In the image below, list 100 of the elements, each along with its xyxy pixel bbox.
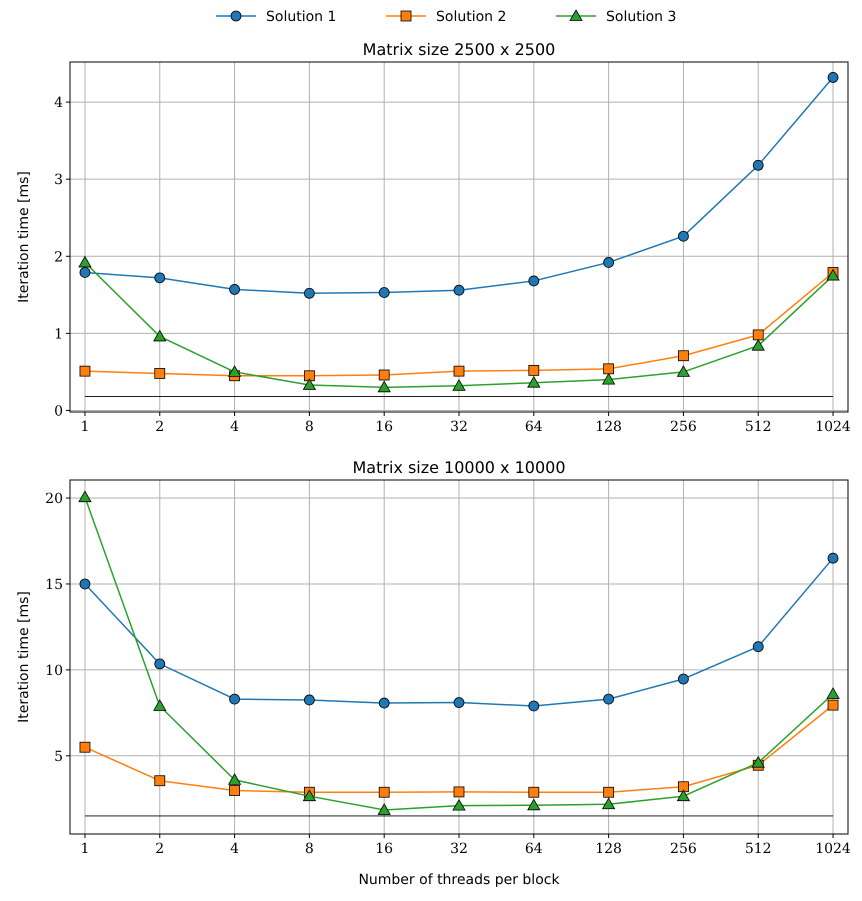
point bbox=[153, 330, 166, 342]
point bbox=[678, 674, 689, 684]
x-tick-label: 1 bbox=[80, 419, 90, 435]
x-axis-title: Number of threads per block bbox=[358, 872, 560, 888]
point bbox=[154, 272, 166, 284]
x-tick-label: 256 bbox=[670, 419, 697, 435]
x-tick-label: 4 bbox=[230, 419, 240, 435]
point bbox=[454, 786, 464, 798]
point bbox=[528, 700, 540, 712]
point bbox=[452, 799, 466, 811]
y-tick-label: 0 bbox=[54, 403, 63, 420]
x-tick-label: 8 bbox=[304, 419, 314, 435]
chart-title: Matrix size 2500 x 2500 bbox=[362, 40, 556, 59]
point bbox=[603, 786, 614, 798]
point bbox=[678, 230, 689, 242]
point bbox=[304, 370, 315, 382]
y-tick-label: 1 bbox=[54, 326, 63, 342]
x-tick-label: 2 bbox=[155, 841, 164, 857]
point bbox=[304, 288, 315, 299]
point bbox=[603, 363, 614, 374]
x-tick-label: 32 bbox=[450, 419, 468, 435]
point bbox=[752, 641, 764, 652]
point bbox=[528, 276, 540, 286]
point bbox=[378, 370, 390, 380]
x-tick-label: 8 bbox=[304, 841, 314, 857]
point bbox=[677, 366, 690, 377]
point bbox=[80, 742, 90, 753]
point bbox=[229, 284, 240, 295]
x-tick-label: 64 bbox=[524, 419, 543, 435]
x-tick-label: 1 bbox=[80, 841, 90, 857]
point bbox=[527, 376, 540, 388]
y-tick-label: 15 bbox=[45, 576, 63, 593]
x-tick-label: 512 bbox=[744, 841, 772, 857]
point bbox=[302, 790, 316, 802]
y-tick-label: 10 bbox=[45, 662, 63, 679]
point bbox=[154, 775, 166, 786]
point bbox=[752, 339, 765, 351]
point bbox=[378, 287, 390, 298]
point bbox=[752, 160, 764, 171]
point bbox=[80, 578, 90, 590]
point bbox=[528, 364, 540, 376]
point bbox=[452, 379, 466, 391]
point bbox=[603, 257, 614, 268]
point bbox=[603, 694, 614, 704]
point bbox=[826, 688, 840, 699]
point bbox=[378, 698, 390, 708]
chart-title: Matrix size 10000 x 10000 bbox=[352, 458, 566, 477]
point bbox=[602, 373, 616, 385]
point bbox=[154, 368, 166, 379]
legend-label: Solution 2 bbox=[436, 9, 506, 25]
y-tick-label: 20 bbox=[45, 491, 63, 508]
y-tick-label: 3 bbox=[54, 172, 63, 188]
point bbox=[678, 781, 689, 792]
point bbox=[378, 380, 391, 392]
point bbox=[229, 785, 240, 796]
x-tick-label: 128 bbox=[595, 419, 622, 435]
point bbox=[80, 366, 90, 377]
y-axis-title: Iteration time [ms] bbox=[16, 591, 32, 723]
x-tick-label: 32 bbox=[450, 841, 468, 857]
point bbox=[302, 378, 316, 390]
point bbox=[454, 697, 464, 708]
point bbox=[828, 700, 838, 711]
x-tick-label: 16 bbox=[375, 841, 394, 857]
y-axis-title: Iteration time [ms] bbox=[16, 171, 32, 303]
legend-label: Solution 3 bbox=[606, 9, 676, 25]
point bbox=[828, 72, 838, 83]
point bbox=[229, 694, 240, 704]
point bbox=[228, 773, 241, 785]
x-tick-label: 2 bbox=[155, 419, 164, 435]
point bbox=[677, 790, 690, 802]
y-tick-label: 2 bbox=[54, 249, 63, 266]
point bbox=[153, 700, 166, 711]
point bbox=[228, 366, 241, 377]
point bbox=[678, 350, 689, 362]
point bbox=[752, 330, 764, 340]
x-tick-label: 64 bbox=[524, 841, 543, 857]
x-tick-label: 512 bbox=[744, 419, 772, 435]
x-tick-label: 256 bbox=[670, 841, 697, 857]
y-tick-label: 4 bbox=[54, 95, 64, 112]
legend-label: Solution 1 bbox=[266, 9, 336, 25]
point bbox=[378, 804, 391, 815]
point bbox=[752, 756, 765, 768]
x-tick-label: 1024 bbox=[815, 419, 851, 435]
x-tick-label: 4 bbox=[230, 841, 240, 857]
point bbox=[528, 786, 540, 798]
point bbox=[602, 798, 616, 810]
point bbox=[78, 490, 92, 502]
point bbox=[78, 256, 92, 268]
point bbox=[828, 552, 838, 564]
point bbox=[304, 694, 315, 706]
point bbox=[80, 267, 90, 278]
x-tick-label: 16 bbox=[375, 419, 394, 435]
point bbox=[826, 269, 840, 280]
point bbox=[378, 786, 390, 798]
point bbox=[527, 798, 540, 810]
x-tick-label: 128 bbox=[595, 841, 622, 857]
x-tick-label: 1024 bbox=[815, 841, 851, 857]
point bbox=[454, 366, 464, 377]
point bbox=[154, 658, 166, 670]
point bbox=[454, 284, 464, 296]
